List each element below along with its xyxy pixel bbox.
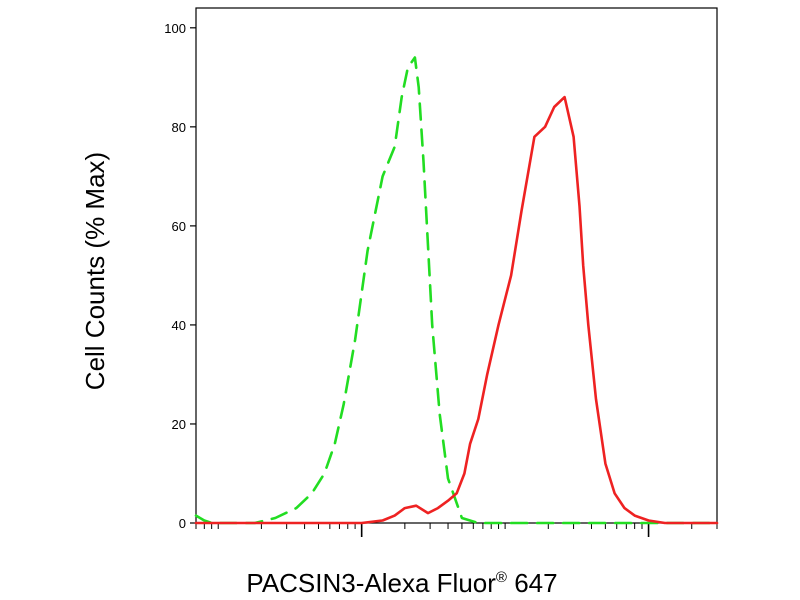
y-tick-label: 60 xyxy=(172,219,186,234)
y-tick-label: 100 xyxy=(164,21,186,36)
series-layer xyxy=(194,56,719,525)
plot-area xyxy=(195,7,718,524)
y-tick-label: 0 xyxy=(179,516,186,531)
x-axis-label: PACSIN3-Alexa Fluor® 647 xyxy=(246,568,557,598)
y-tick-label: 80 xyxy=(172,120,186,135)
y-axis-label: Cell Counts (% Max) xyxy=(80,152,110,390)
x-axis xyxy=(195,523,718,537)
y-tick-label: 40 xyxy=(172,318,186,333)
registered-mark: ® xyxy=(496,569,507,586)
x-axis-label-suffix: 647 xyxy=(507,568,558,598)
series-line-0 xyxy=(194,56,719,525)
series-line-1 xyxy=(194,95,719,525)
y-axis: 0 20 40 60 80 100 xyxy=(164,21,196,531)
y-tick-label: 20 xyxy=(172,417,186,432)
plot-frame xyxy=(195,7,718,524)
x-axis-label-prefix: PACSIN3-Alexa Fluor xyxy=(246,568,496,598)
